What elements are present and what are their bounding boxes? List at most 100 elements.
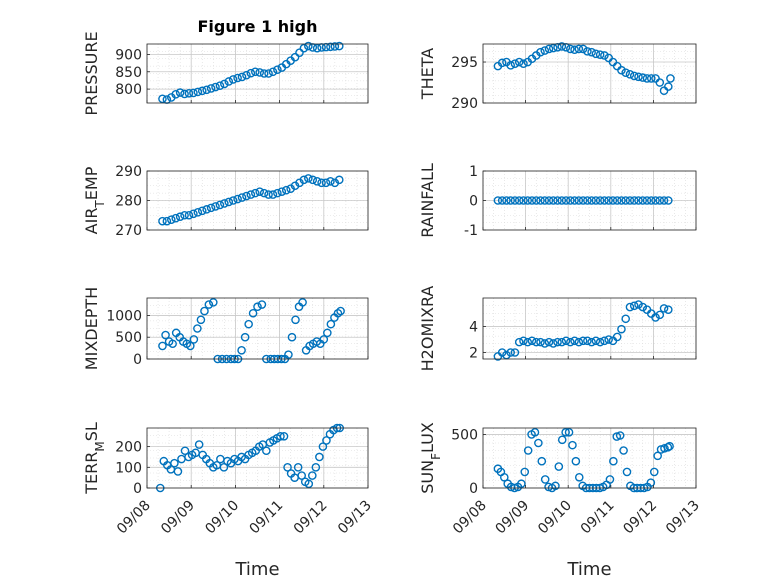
data-point [609, 456, 618, 466]
data-point [519, 59, 528, 68]
data-point [268, 190, 278, 199]
data-point [268, 67, 278, 77]
data-point [175, 88, 185, 97]
data-point [510, 348, 520, 357]
data-point [253, 302, 262, 312]
data-point [527, 336, 537, 346]
data-point [200, 306, 209, 316]
data-point [162, 216, 172, 226]
data-point [587, 47, 596, 57]
y-axis-label: H2OMIXRA [418, 286, 437, 372]
y-tick-label: 1 [469, 164, 478, 180]
data-point [634, 72, 643, 82]
data-point [571, 456, 581, 466]
data-point [514, 57, 524, 67]
data-point [506, 348, 515, 357]
data-point [317, 178, 326, 188]
data-point [281, 185, 291, 195]
y-tick-label: 2 [469, 346, 478, 362]
data-point [655, 78, 665, 87]
x-tick-label: 09/11 [578, 498, 618, 538]
data-point [574, 472, 584, 482]
axes-box [146, 297, 369, 360]
data-point [534, 438, 543, 448]
data-point [180, 89, 189, 99]
data-point [264, 69, 273, 78]
data-point [215, 81, 225, 90]
data-point [578, 44, 588, 54]
data-point [180, 210, 189, 220]
y-tick-label: 500 [115, 330, 142, 346]
y-tick-label: 900 [115, 47, 142, 63]
data-point [194, 440, 204, 449]
data-point [621, 314, 631, 324]
data-point [642, 74, 652, 83]
data-point [574, 196, 584, 205]
data-point [299, 175, 309, 185]
data-point [228, 196, 238, 205]
y-tick-label: 0 [469, 481, 478, 497]
data-point [170, 458, 179, 468]
data-point [649, 467, 659, 477]
data-point [621, 68, 631, 77]
data-point [638, 302, 648, 312]
data-point [600, 51, 609, 60]
data-point [290, 52, 300, 62]
data-point [237, 345, 246, 355]
data-point [612, 196, 622, 205]
data-point [242, 191, 251, 201]
data-point [233, 194, 242, 204]
y-tick-label: 280 [115, 194, 142, 210]
subplot-6: 2 4 H2OMIXRA [418, 286, 697, 372]
y-tick-label: -1 [464, 223, 478, 239]
data-point [189, 88, 198, 98]
data-point [591, 336, 601, 346]
data-point [540, 46, 550, 55]
data-series [158, 41, 344, 104]
axes-box [146, 43, 369, 104]
data-point [595, 337, 605, 347]
data-point [617, 196, 626, 205]
data-point [173, 467, 183, 476]
y-axis-label: SUNFLUX [418, 422, 443, 494]
x-tick-label: 09/13 [335, 498, 375, 538]
data-point [587, 196, 596, 205]
data-point [583, 47, 592, 56]
x-axis-label: Time [566, 559, 611, 580]
data-point [211, 82, 220, 92]
data-point [291, 315, 300, 325]
data-point [557, 435, 567, 445]
data-point [655, 196, 665, 205]
data-point [287, 332, 297, 342]
data-point [621, 196, 631, 205]
x-tick-label: 09/12 [291, 498, 331, 538]
subplot-4: -1 0 1 RAINFALL [418, 163, 697, 239]
data-point [629, 196, 639, 205]
data-point [259, 188, 269, 198]
x-tick-label: 09/11 [247, 498, 287, 538]
x-tick-label: 09/09 [158, 498, 198, 538]
data-point [326, 319, 336, 329]
data-point [244, 319, 253, 329]
data-point [664, 82, 673, 91]
data-point [284, 350, 293, 359]
data-point [321, 178, 331, 188]
y-tick-label: 290 [115, 164, 142, 180]
data-point [634, 300, 643, 309]
data-point [655, 310, 665, 320]
subplot-5: 0 500 1000 MIXDEPTH [82, 287, 369, 370]
y-tick-label: 270 [115, 223, 142, 239]
data-point [570, 336, 579, 346]
data-point [273, 65, 282, 74]
data-point [600, 196, 609, 205]
data-point [319, 335, 329, 344]
data-point [277, 187, 287, 196]
data-point [523, 337, 533, 347]
axes-box [482, 427, 697, 489]
data-point [591, 49, 601, 59]
x-tick-label: 09/10 [535, 498, 575, 538]
data-point [570, 196, 579, 205]
y-tick-label: 500 [451, 427, 478, 443]
